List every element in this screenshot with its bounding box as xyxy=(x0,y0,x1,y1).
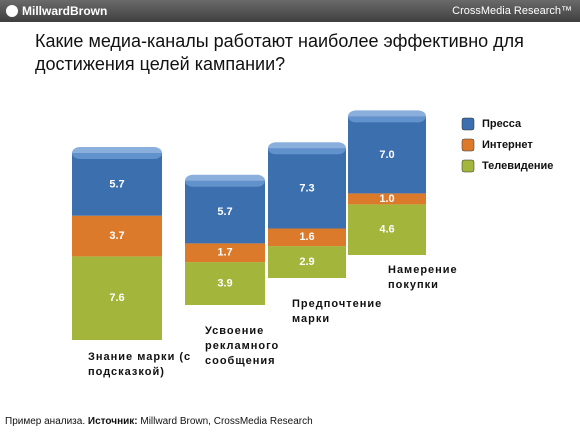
source: Millward Brown, CrossMedia Research xyxy=(140,416,313,427)
value-label: 1.7 xyxy=(217,247,232,259)
footer-prefix: Пример анализа. xyxy=(5,416,86,427)
value-label: 2.9 xyxy=(299,256,314,268)
legend-label: Интернет xyxy=(482,139,533,151)
category-label: Намерение покупки xyxy=(388,264,458,291)
chart-title: Какие медиа-каналы работают наиболее эфф… xyxy=(35,31,524,74)
bar-top xyxy=(348,110,426,123)
value-label: 7.0 xyxy=(379,149,394,161)
bar-segment xyxy=(268,246,346,278)
category-label: Усвоение рекламного сообщения xyxy=(205,325,280,367)
header-text: CrossMedia Research™ xyxy=(452,5,572,17)
legend-swatch xyxy=(461,159,475,173)
bar-segment xyxy=(348,116,426,194)
bar-segment xyxy=(268,228,346,247)
bar-segment xyxy=(185,180,265,244)
legend-swatch xyxy=(461,117,475,131)
value-label: 1.0 xyxy=(379,193,394,205)
bar-top xyxy=(185,174,265,187)
value-label: 7.3 xyxy=(299,182,314,194)
bar-top xyxy=(268,142,346,155)
header-bar: MillwardBrown CrossMedia Research™ xyxy=(0,0,580,22)
bar-segment xyxy=(72,153,162,216)
value-label: 3.7 xyxy=(109,230,124,242)
bar-segment xyxy=(348,204,426,255)
bar-top xyxy=(72,147,162,159)
bar-segment xyxy=(185,243,265,263)
bar-segment xyxy=(72,215,162,257)
value-label: 5.7 xyxy=(217,206,232,218)
legend-label: Телевидение xyxy=(482,160,553,172)
category-label: Предпочтение марки xyxy=(292,298,383,325)
value-label: 1.6 xyxy=(299,231,314,243)
value-label: 4.6 xyxy=(379,224,394,236)
source-label: Источник: xyxy=(87,416,138,427)
bar-segment xyxy=(348,193,426,205)
footer: Пример анализа. Источник: Millward Brown… xyxy=(5,416,313,427)
value-label: 3.9 xyxy=(217,277,232,289)
value-label: 7.6 xyxy=(109,292,124,304)
category-label: Знание марки (с подсказкой) xyxy=(88,351,192,378)
value-label: 5.7 xyxy=(109,178,124,190)
bar-segment xyxy=(185,262,265,305)
bar-segment xyxy=(72,256,162,340)
logo: MillwardBrown xyxy=(22,4,108,18)
logo-icon xyxy=(6,5,18,17)
legend-label: Пресса xyxy=(482,118,522,130)
legend-swatch xyxy=(461,138,475,152)
bar-segment xyxy=(268,148,346,229)
